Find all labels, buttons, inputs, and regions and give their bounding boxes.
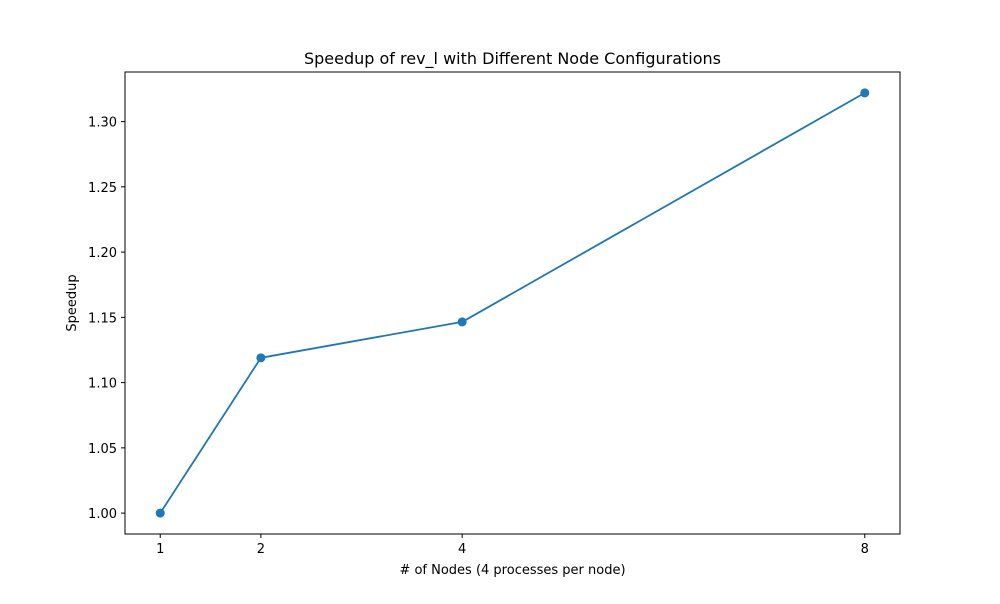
- y-tick-label: 1.30: [88, 116, 117, 131]
- series-layer: [155, 88, 870, 518]
- chart-title: Speedup of rev_l with Different Node Con…: [304, 49, 721, 69]
- y-tick-label: 1.10: [88, 377, 117, 392]
- y-tick-label: 1.05: [88, 442, 117, 457]
- data-point: [256, 353, 266, 363]
- y-axis-label: Speedup: [65, 274, 80, 331]
- data-point: [155, 508, 165, 518]
- x-tick-label: 1: [156, 542, 164, 557]
- y-tick-label: 1.25: [88, 181, 117, 196]
- y-tick-label: 1.00: [88, 507, 117, 522]
- y-tick-label: 1.20: [88, 246, 117, 261]
- y-axis-ticks: 1.00 1.05 1.10 1.15 1.20 1.25 1.30: [88, 116, 125, 522]
- x-tick-label: 8: [861, 542, 869, 557]
- plot-frame: [124, 71, 901, 535]
- x-axis-label: # of Nodes (4 processes per node): [399, 563, 625, 578]
- x-tick-label: 2: [257, 542, 265, 557]
- plot-area: 1 2 4 8 1.00 1.05 1.10 1.15 1.20 1.25 1.30: [88, 71, 901, 557]
- data-point: [860, 88, 870, 98]
- x-axis-ticks: 1 2 4 8: [156, 534, 869, 557]
- x-tick-label: 4: [458, 542, 466, 557]
- y-tick-label: 1.15: [88, 311, 117, 326]
- series-line: [159, 92, 866, 514]
- data-point: [457, 317, 467, 327]
